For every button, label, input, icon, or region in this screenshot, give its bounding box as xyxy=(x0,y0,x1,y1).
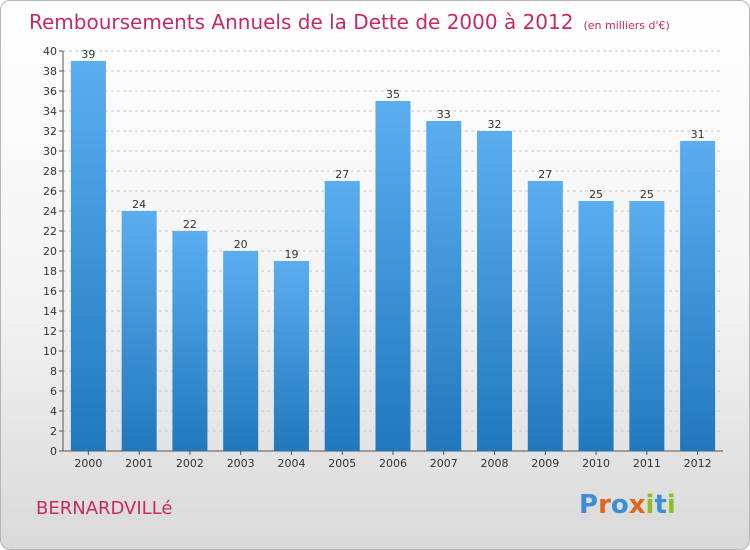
x-tick-label: 2001 xyxy=(125,457,153,470)
value-label: 33 xyxy=(437,108,451,121)
y-tick-label: 36 xyxy=(43,85,57,98)
chart-title: Remboursements Annuels de la Dette de 20… xyxy=(29,10,670,34)
y-tick-label: 16 xyxy=(43,285,57,298)
x-tick-label: 2002 xyxy=(176,457,204,470)
y-tick-label: 40 xyxy=(43,45,57,58)
value-label: 25 xyxy=(640,188,654,201)
bar xyxy=(70,61,106,451)
x-tick-label: 2006 xyxy=(379,457,407,470)
logo-letter: o xyxy=(610,490,629,520)
value-label: 27 xyxy=(335,168,349,181)
bar xyxy=(527,181,563,451)
y-tick-label: 4 xyxy=(50,405,57,418)
logo-letter: x xyxy=(628,490,646,520)
bar xyxy=(629,201,665,451)
y-tick-label: 2 xyxy=(50,425,57,438)
bar xyxy=(121,211,157,451)
bar xyxy=(223,251,259,451)
y-tick-label: 20 xyxy=(43,245,57,258)
bar xyxy=(172,231,208,451)
x-tick-label: 2009 xyxy=(531,457,559,470)
title-text: Remboursements Annuels de la Dette de 20… xyxy=(29,10,574,34)
unit-label: (en milliers d'€) xyxy=(583,19,670,32)
bar xyxy=(578,201,614,451)
bar xyxy=(324,181,360,451)
bar xyxy=(273,261,309,451)
y-tick-label: 30 xyxy=(43,145,57,158)
y-tick-label: 28 xyxy=(43,165,57,178)
y-tick-label: 12 xyxy=(43,325,57,338)
value-label: 19 xyxy=(284,248,298,261)
y-tick-label: 6 xyxy=(50,385,57,398)
x-tick-label: 2011 xyxy=(633,457,661,470)
x-tick-label: 2005 xyxy=(328,457,356,470)
x-tick-label: 2010 xyxy=(582,457,610,470)
proxiti-logo: Proxiti xyxy=(579,490,676,520)
y-tick-label: 24 xyxy=(43,205,57,218)
logo-letter: i xyxy=(645,490,655,520)
x-tick-label: 2003 xyxy=(227,457,255,470)
y-tick-label: 0 xyxy=(50,445,57,458)
value-label: 22 xyxy=(183,218,197,231)
y-tick-label: 8 xyxy=(50,365,57,378)
value-label: 31 xyxy=(691,128,705,141)
y-tick-label: 34 xyxy=(43,105,57,118)
bar xyxy=(477,131,513,451)
x-tick-label: 2012 xyxy=(684,457,712,470)
logo-letter: r xyxy=(598,490,611,520)
y-tick-label: 32 xyxy=(43,125,57,138)
bar xyxy=(680,141,716,451)
city-name: BERNARDVILLé xyxy=(36,498,173,519)
logo-letter: P xyxy=(579,490,599,520)
y-tick-label: 22 xyxy=(43,225,57,238)
x-tick-label: 2008 xyxy=(481,457,509,470)
value-label: 39 xyxy=(81,48,95,61)
value-label: 35 xyxy=(386,88,400,101)
bar xyxy=(426,121,462,451)
value-label: 25 xyxy=(589,188,603,201)
value-label: 32 xyxy=(488,118,502,131)
logo-letter: t xyxy=(654,490,667,520)
y-tick-label: 18 xyxy=(43,265,57,278)
x-tick-label: 2000 xyxy=(74,457,102,470)
y-tick-label: 14 xyxy=(43,305,57,318)
value-label: 20 xyxy=(234,238,248,251)
value-label: 24 xyxy=(132,198,146,211)
logo-letter: i xyxy=(666,490,676,520)
x-tick-label: 2007 xyxy=(430,457,458,470)
bars xyxy=(70,61,716,451)
x-tick-label: 2004 xyxy=(277,457,305,470)
value-label: 27 xyxy=(538,168,552,181)
y-tick-label: 38 xyxy=(43,65,57,78)
y-tick-label: 10 xyxy=(43,345,57,358)
bar xyxy=(375,101,411,451)
y-tick-label: 26 xyxy=(43,185,57,198)
